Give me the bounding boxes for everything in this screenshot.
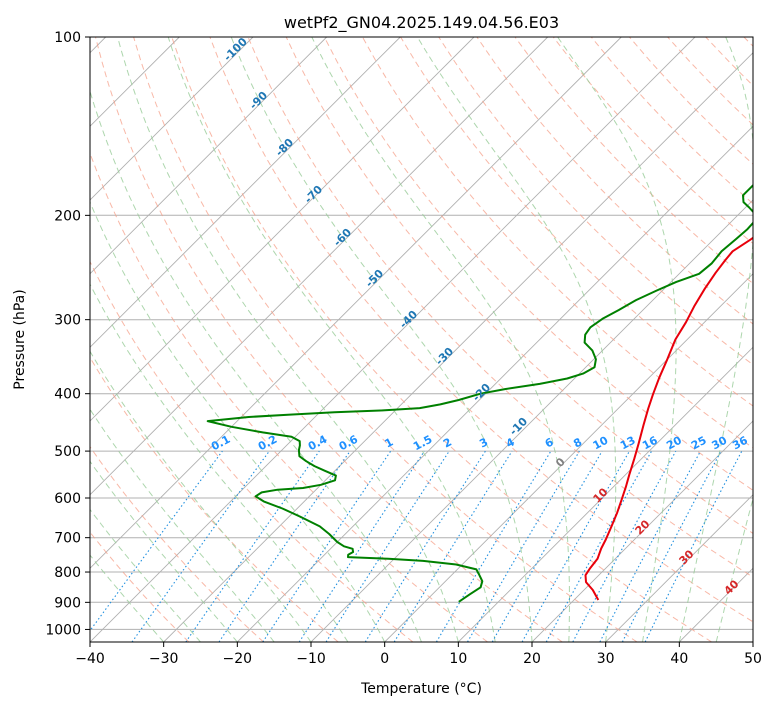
- isotherm-line: [90, 37, 328, 275]
- moist-adiabat-line: [90, 408, 275, 642]
- dry-adiabat-line: [133, 37, 638, 642]
- isotherm-line: [90, 37, 696, 642]
- dry-adiabat-line: [95, 37, 563, 642]
- y-tick-label: 600: [54, 491, 81, 507]
- mixing-ratio-line: [262, 450, 392, 642]
- isotherm-line: [90, 37, 622, 569]
- x-tick-label: 50: [744, 651, 762, 667]
- y-tick-label: 100: [54, 30, 81, 46]
- dry-adiabat-line: [90, 445, 264, 642]
- dry-adiabat-line: [90, 356, 339, 642]
- moist-adiabat-line: [90, 350, 312, 642]
- moist-adiabat-line: [90, 200, 386, 642]
- pressure-gridlines: [90, 37, 753, 630]
- mixing-ratio-line: [131, 450, 270, 642]
- mixing-ratio-line: [644, 450, 743, 642]
- y-axis-ticks: 100 200 300 400 500 600 700 800 900 1000: [45, 30, 90, 638]
- moist-adiabat-lines: [90, 37, 753, 642]
- y-tick-label: 500: [54, 444, 81, 460]
- x-tick-label: −40: [75, 651, 105, 667]
- dry-adiabat-line: [209, 37, 753, 623]
- isotherm-line: [90, 37, 549, 496]
- dry-adiabat-line: [323, 37, 753, 491]
- dry-adiabat-lines: [90, 37, 753, 642]
- y-tick-label: 400: [54, 387, 81, 403]
- x-tick-label: 20: [523, 651, 541, 667]
- moist-adiabat-line: [117, 37, 459, 642]
- profile-series: [206, 184, 753, 603]
- isotherm-line: [605, 494, 753, 642]
- mixing-ratio-line: [545, 450, 653, 642]
- mixing-ratio-line: [572, 450, 677, 642]
- mixing-ratio-line: [521, 450, 630, 642]
- isotherm-line: [90, 37, 475, 422]
- moist-adiabat-line: [167, 37, 496, 642]
- mixing-ratio-label: 20: [664, 434, 684, 453]
- dewpoint-line: [206, 184, 753, 603]
- moist-adiabat-line: [90, 554, 165, 642]
- mixing-ratio-line: [185, 450, 320, 642]
- moist-adiabat-line: [90, 89, 422, 642]
- isotherm-line: [90, 37, 401, 348]
- mixing-ratio-label: 25: [689, 434, 709, 453]
- y-tick-label: 200: [54, 208, 81, 224]
- y-tick-label: 300: [54, 313, 81, 329]
- moist-adiabat-line: [678, 37, 753, 642]
- moist-adiabat-line: [90, 460, 238, 642]
- mixing-ratio-line: [325, 450, 450, 642]
- mixing-ratio-label: 10: [591, 434, 611, 453]
- dry-adiabat-line: [476, 37, 753, 325]
- moist-adiabat-line: [311, 37, 570, 642]
- x-tick-label: 30: [597, 651, 615, 667]
- moist-adiabat-line: [557, 37, 677, 642]
- x-tick-label: −20: [223, 651, 253, 667]
- moist-adiabat-line: [416, 37, 617, 642]
- y-tick-label: 1000: [45, 622, 81, 638]
- x-tick-label: 0: [380, 651, 389, 667]
- mixing-ratio-line: [218, 450, 351, 642]
- y-tick-label: 900: [54, 595, 81, 611]
- x-tick-label: −30: [149, 651, 179, 667]
- moist-adiabat-line: [90, 283, 349, 642]
- temperature-line: [584, 236, 753, 601]
- isotherm-line: [531, 420, 753, 642]
- mixing-ratio-line: [90, 450, 223, 632]
- y-tick-label: 700: [54, 531, 81, 547]
- mixing-ratio-label: 36: [730, 434, 750, 453]
- mixing-ratio-lines: [90, 450, 743, 642]
- dry-adiabat-line: [90, 260, 414, 642]
- moist-adiabat-line: [230, 37, 533, 642]
- mixing-ratio-label: 13: [618, 434, 638, 453]
- dry-adiabat-line: [247, 37, 753, 578]
- isotherm-lines: [90, 37, 753, 642]
- y-axis-title: Pressure (hPa): [12, 289, 28, 389]
- x-tick-label: 40: [670, 651, 688, 667]
- dry-adiabat-line: [514, 37, 753, 285]
- mixing-ratio-label: 30: [710, 434, 730, 453]
- mixing-ratio-label: 16: [640, 434, 660, 453]
- chart-title: wetPf2_GN04.2025.149.04.56.E03: [284, 13, 559, 33]
- x-axis-ticks: −40 −30 −20 −10 0 10 20 30 40 50: [75, 642, 762, 667]
- isotherm-line: [457, 346, 753, 642]
- isotherm-line: [163, 52, 753, 642]
- isotherm-line: [236, 125, 753, 642]
- y-tick-label: 800: [54, 565, 81, 581]
- plot-area: [90, 37, 753, 642]
- mixing-ratio-line: [393, 450, 513, 642]
- moist-adiabat-line: [715, 496, 753, 642]
- x-tick-label: −10: [296, 651, 326, 667]
- dry-adiabat-line: [285, 37, 753, 535]
- mixing-ratio-line: [298, 450, 425, 642]
- plot-frame: [89, 36, 754, 643]
- x-tick-label: 10: [449, 651, 467, 667]
- isotherm-line: [384, 273, 753, 642]
- dry-adiabat-line: [171, 37, 712, 642]
- moist-adiabat-line: [90, 508, 201, 642]
- x-axis-title: Temperature (°C): [360, 681, 482, 697]
